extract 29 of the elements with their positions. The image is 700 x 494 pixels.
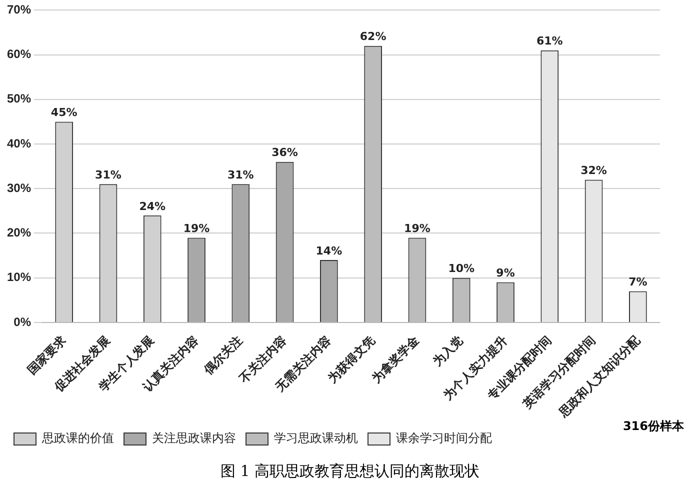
data-label: 19% <box>404 222 430 236</box>
data-label: 32% <box>580 164 607 178</box>
x-tick-label: 为入党 <box>430 333 466 368</box>
data-label: 61% <box>536 34 563 48</box>
legend-label: 课余学习时间分配 <box>396 431 492 446</box>
data-label: 24% <box>139 200 166 213</box>
data-label: 19% <box>183 222 210 236</box>
y-tick-label: 30% <box>6 180 32 195</box>
y-tick-label: 10% <box>6 270 32 284</box>
legend-label: 思政课的价值 <box>41 431 114 446</box>
data-label: 62% <box>360 30 386 44</box>
legend-label: 学习思政课动机 <box>274 431 358 446</box>
data-label: 45% <box>50 106 78 120</box>
data-label: 7% <box>628 276 648 289</box>
legend-label: 关注思政课内容 <box>152 431 236 446</box>
data-label: 36% <box>272 146 298 160</box>
data-label: 9% <box>496 266 515 280</box>
text: 316份样本 <box>622 418 684 435</box>
y-tick-label: 50% <box>6 92 32 106</box>
y-tick-label: 0% <box>14 314 32 329</box>
data-label: 14% <box>316 244 342 258</box>
y-tick-label: 60% <box>6 47 32 62</box>
data-label: 31% <box>95 168 122 182</box>
data-label: 10% <box>448 262 475 276</box>
data-label: 31% <box>227 168 254 182</box>
y-tick-label: 40% <box>6 136 32 150</box>
y-tick-label: 70% <box>6 2 32 17</box>
text: 图 1 高职思政教育思想认同的离散现状 <box>219 462 481 481</box>
y-tick-label: 20% <box>6 226 32 240</box>
